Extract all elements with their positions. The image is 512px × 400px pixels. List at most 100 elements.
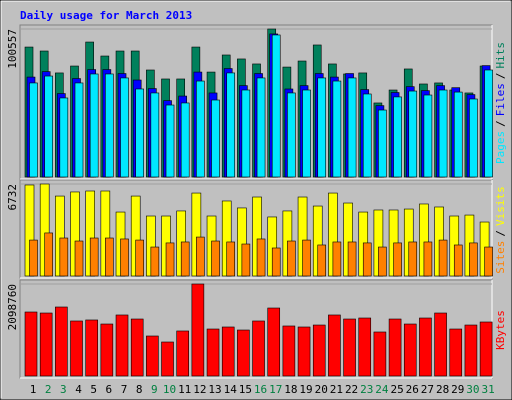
bar (438, 239, 448, 277)
x-tick-label: 22 (345, 383, 358, 396)
bar (226, 241, 236, 277)
bar (453, 244, 463, 277)
x-tick-label: 18 (284, 383, 297, 396)
bar (180, 241, 190, 277)
bar (146, 335, 159, 377)
x-tick-label: 5 (90, 383, 97, 396)
x-tick-label: 1 (30, 383, 37, 396)
bar (120, 77, 129, 178)
bar (408, 90, 418, 178)
x-tick-label: 20 (315, 383, 328, 396)
bar (287, 240, 296, 277)
x-tick-label: 29 (451, 383, 464, 396)
bar (105, 73, 114, 178)
bar (100, 323, 114, 377)
bar (267, 307, 281, 377)
bar (378, 246, 387, 277)
bar (150, 92, 160, 178)
x-tick-label: 21 (330, 383, 343, 396)
y-tick-label: 2098760 (6, 284, 19, 330)
bar (55, 306, 68, 377)
x-tick-label: 16 (254, 383, 267, 396)
bar (74, 240, 84, 277)
bar (39, 312, 53, 377)
x-tick-label: 30 (466, 383, 479, 396)
bar (408, 241, 418, 277)
bar (287, 92, 296, 178)
x-tick-label: 3 (60, 383, 67, 396)
x-tick-label: 11 (178, 383, 191, 396)
bar (241, 243, 251, 277)
bar (343, 318, 356, 377)
bar (297, 326, 311, 377)
bar (120, 238, 129, 277)
x-tick-label: 15 (239, 383, 252, 396)
bar (479, 321, 493, 377)
bar (165, 104, 175, 178)
bar (362, 242, 372, 277)
bar (135, 88, 144, 178)
bar (161, 341, 174, 377)
bar (358, 317, 372, 377)
bar (464, 324, 478, 377)
bar (434, 312, 447, 377)
bar (89, 73, 99, 178)
bar (221, 326, 235, 377)
chart-title: Daily usage for March 2013 (20, 9, 192, 22)
x-tick-label: 26 (406, 383, 419, 396)
x-tick-label: 31 (481, 383, 494, 396)
legend-separator: / (494, 120, 507, 127)
bar (423, 241, 433, 277)
y-tick-label: 100557 (6, 29, 19, 69)
bar (89, 237, 99, 277)
legend-entry: Sites (494, 241, 507, 274)
bar (196, 80, 205, 178)
bar (453, 91, 463, 178)
bar (332, 241, 342, 277)
legend: Pages / Files / Hits (494, 42, 507, 164)
bar (70, 320, 83, 377)
bar (469, 98, 478, 178)
bar (24, 311, 38, 377)
bar (271, 247, 281, 277)
bar (332, 80, 342, 178)
bar (256, 238, 266, 277)
x-tick-label: 9 (151, 383, 158, 396)
bar (252, 320, 265, 377)
bar (74, 82, 84, 178)
bar (180, 102, 190, 178)
bar (211, 99, 220, 178)
bar (256, 77, 266, 178)
y-tick-label: 6732 (6, 184, 19, 211)
bar (403, 323, 417, 377)
bar (312, 324, 326, 377)
bar (388, 318, 402, 377)
bar (191, 283, 205, 377)
bar (196, 236, 205, 277)
x-tick-label: 23 (360, 383, 373, 396)
bar (449, 328, 463, 377)
bar (302, 89, 311, 178)
legend: KBytes (494, 310, 507, 350)
bar (484, 246, 493, 277)
bar (438, 89, 448, 178)
bar (241, 89, 251, 178)
x-tick-label: 12 (193, 383, 206, 396)
bar (44, 75, 53, 178)
x-tick-label: 4 (75, 383, 82, 396)
x-tick-label: 6 (106, 383, 113, 396)
bar (271, 34, 281, 178)
bar (282, 325, 296, 377)
x-tick-label: 19 (299, 383, 312, 396)
bar (59, 97, 69, 178)
legend: Sites / Visits (494, 186, 507, 274)
legend-entry: Visits (494, 186, 507, 226)
x-tick-label: 10 (163, 383, 176, 396)
x-tick-label: 25 (390, 383, 403, 396)
bar (347, 241, 357, 277)
bar (226, 72, 236, 178)
bar (378, 109, 387, 178)
bar (373, 331, 387, 377)
bar (105, 237, 114, 277)
